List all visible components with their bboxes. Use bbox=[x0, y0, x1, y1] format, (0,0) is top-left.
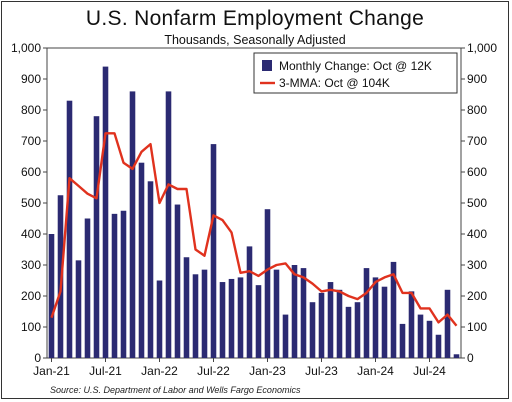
bar-Aug-23 bbox=[327, 282, 334, 358]
y-tick-label-right: 400 bbox=[467, 227, 487, 241]
x-tick-label: Jul-24 bbox=[413, 364, 446, 378]
bar-Mar-22 bbox=[174, 204, 181, 358]
line-3mma bbox=[50, 132, 458, 327]
chart-source: Source: U.S. Department of Labor and Wel… bbox=[50, 385, 301, 395]
y-tick-label-left: 900 bbox=[21, 72, 41, 86]
bar-May-23 bbox=[300, 268, 307, 358]
bar-Jan-23 bbox=[264, 209, 271, 358]
y-tick-label-left: 400 bbox=[21, 227, 41, 241]
y-tick-label-left: 1,000 bbox=[11, 41, 41, 55]
y-tick-label-left: 200 bbox=[21, 289, 41, 303]
bar-Apr-21 bbox=[75, 260, 82, 358]
y-tick-label-right: 500 bbox=[467, 196, 487, 210]
chart-legend: Monthly Change: Oct @ 12K 3-MMA: Oct @ 1… bbox=[253, 52, 458, 94]
x-tick-label: Jan-24 bbox=[357, 364, 394, 378]
y-tick-label-left: 800 bbox=[21, 103, 41, 117]
bar-Nov-21 bbox=[138, 162, 145, 358]
bar-Jul-23 bbox=[318, 292, 325, 358]
y-tick-label-right: 700 bbox=[467, 134, 487, 148]
bar-Jun-24 bbox=[417, 314, 424, 358]
bar-Oct-23 bbox=[345, 306, 352, 358]
x-tick-label: Jan-21 bbox=[33, 364, 70, 378]
bar-Nov-22 bbox=[246, 246, 253, 358]
bar-Feb-23 bbox=[273, 269, 280, 358]
bar-Apr-23 bbox=[291, 265, 298, 358]
bar-Feb-22 bbox=[165, 91, 172, 359]
bar-Jan-22 bbox=[156, 280, 163, 358]
legend-box bbox=[253, 52, 458, 94]
bar-May-22 bbox=[192, 274, 199, 358]
x-tick-label: Jan-22 bbox=[141, 364, 178, 378]
bar-Dec-22 bbox=[255, 285, 262, 358]
bar-Aug-22 bbox=[219, 282, 226, 358]
bar-Sep-24 bbox=[444, 289, 451, 358]
y-tick-label-right: 1,000 bbox=[467, 41, 497, 55]
bar-Jan-21 bbox=[48, 234, 55, 358]
x-tick-label: Jul-21 bbox=[89, 364, 122, 378]
bar-Dec-23 bbox=[363, 268, 370, 358]
bar-Jun-23 bbox=[309, 302, 316, 358]
x-tick-label: Jul-23 bbox=[305, 364, 338, 378]
y-tick-label-right: 0 bbox=[467, 351, 474, 365]
y-tick-label-right: 800 bbox=[467, 103, 487, 117]
plot-area: 0 0 100 100 200 200 300 300 400 400 500 500 600 600 70… bbox=[11, 41, 497, 378]
y-tick-label-right: 200 bbox=[467, 289, 487, 303]
y-tick-label-left: 0 bbox=[34, 351, 41, 365]
y-tick-label-left: 100 bbox=[21, 320, 41, 334]
bar-Mar-23 bbox=[282, 314, 289, 358]
bar-Aug-21 bbox=[111, 213, 118, 358]
x-tick-label: Jul-22 bbox=[197, 364, 230, 378]
y-tick-label-left: 300 bbox=[21, 258, 41, 272]
bar-Apr-22 bbox=[183, 257, 190, 358]
bar-May-21 bbox=[84, 218, 91, 358]
bar-Jul-21 bbox=[102, 66, 109, 358]
y-tick-label-right: 300 bbox=[467, 258, 487, 272]
bar-Feb-24 bbox=[381, 286, 388, 358]
bar-Sep-22 bbox=[228, 278, 235, 358]
bar-Apr-24 bbox=[399, 323, 406, 358]
bar-Sep-21 bbox=[120, 210, 127, 358]
x-tick-label: Jan-23 bbox=[249, 364, 286, 378]
bar-Aug-24 bbox=[435, 334, 442, 358]
bar-Nov-23 bbox=[354, 302, 361, 358]
y-tick-label-left: 500 bbox=[21, 196, 41, 210]
y-tick-label-right: 900 bbox=[467, 72, 487, 86]
y-tick-label-left: 600 bbox=[21, 165, 41, 179]
bar-Jan-24 bbox=[372, 277, 379, 358]
plot-border bbox=[46, 47, 462, 359]
bar-Jun-21 bbox=[93, 116, 100, 358]
chart-title: U.S. Nonfarm Employment Change bbox=[85, 7, 425, 30]
bar-Jul-24 bbox=[426, 320, 433, 358]
bar-Oct-21 bbox=[129, 91, 136, 359]
y-tick-label-right: 100 bbox=[467, 320, 487, 334]
y-tick-label-right: 600 bbox=[467, 165, 487, 179]
bar-May-24 bbox=[408, 291, 415, 358]
y-tick-label-left: 700 bbox=[21, 134, 41, 148]
bar-Jul-22 bbox=[210, 144, 217, 358]
bar-Dec-21 bbox=[147, 181, 154, 358]
bar-Sep-23 bbox=[336, 289, 343, 358]
bar-Mar-24 bbox=[390, 261, 397, 358]
bar-Oct-24 bbox=[453, 354, 460, 358]
chart-subtitle: Thousands, Seasonally Adjusted bbox=[164, 33, 346, 47]
legend-label-monthly: Monthly Change: Oct @ 12K bbox=[279, 59, 432, 73]
legend-bar-swatch bbox=[262, 60, 272, 71]
bar-Oct-22 bbox=[237, 277, 244, 358]
bar-Mar-21 bbox=[66, 100, 73, 358]
bar-Jun-22 bbox=[201, 269, 208, 358]
legend-label-3mma: 3-MMA: Oct @ 104K bbox=[279, 76, 390, 90]
